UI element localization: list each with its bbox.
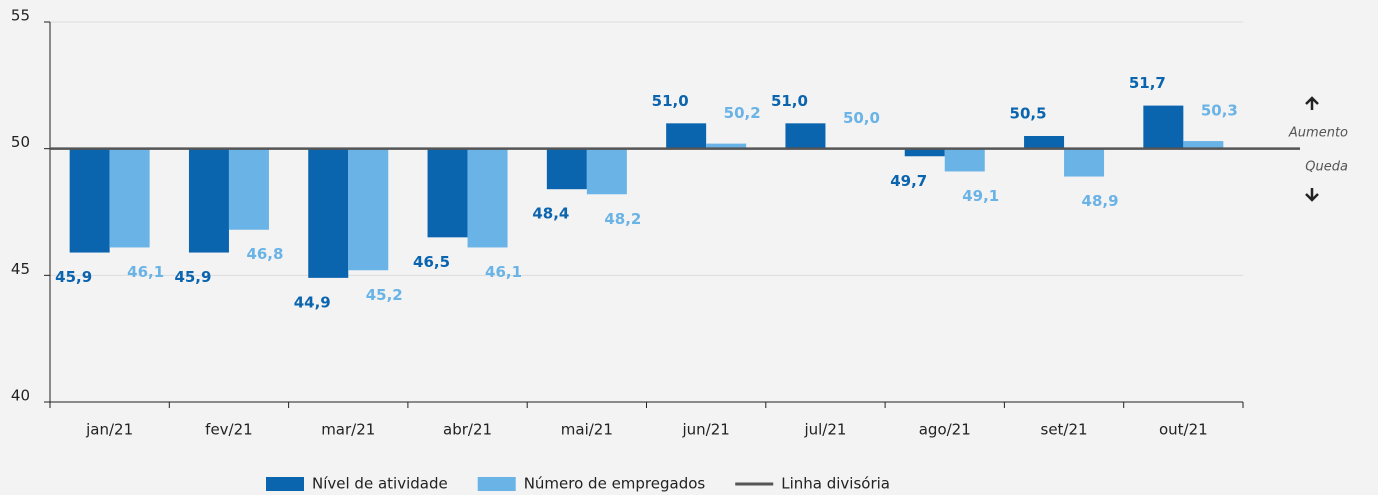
y-tick-label: 55: [11, 7, 30, 25]
y-tick-label: 50: [11, 133, 30, 151]
bar: [944, 148, 985, 172]
legend-label: Linha divisória: [781, 475, 890, 493]
x-tick-label: jun/21: [681, 421, 729, 439]
x-tick-label: jan/21: [85, 421, 133, 439]
value-label: 48,4: [532, 205, 569, 223]
value-label: 45,9: [174, 268, 211, 286]
bar: [109, 148, 150, 248]
bar: [228, 148, 269, 230]
bar: [69, 148, 110, 253]
value-label: 51,7: [1129, 74, 1166, 92]
bar: [427, 148, 468, 238]
x-tick-label: mar/21: [321, 421, 375, 439]
value-label: 48,9: [1082, 192, 1119, 210]
legend-label: Nível de atividade: [312, 475, 448, 493]
down-arrow: [1305, 188, 1319, 202]
x-tick-label: set/21: [1041, 421, 1088, 439]
value-label: 51,0: [771, 92, 808, 110]
bar: [1143, 105, 1184, 149]
value-label: 49,1: [962, 187, 999, 205]
x-tick-label: ago/21: [919, 421, 971, 439]
x-tick-label: mai/21: [561, 421, 613, 439]
value-label: 49,7: [890, 172, 927, 190]
up-arrow: [1305, 96, 1319, 110]
bar: [467, 148, 508, 248]
bar: [904, 148, 945, 157]
value-label: 48,2: [604, 210, 641, 228]
value-label: 46,8: [246, 245, 283, 263]
value-label: 46,5: [413, 253, 450, 271]
annotation: Queda: [1305, 160, 1348, 175]
bar: [1024, 136, 1065, 149]
bar: [785, 123, 826, 149]
x-tick-label: jul/21: [803, 421, 846, 439]
value-label: 46,1: [127, 263, 164, 281]
bar: [706, 143, 747, 149]
value-label: 51,0: [652, 92, 689, 110]
bar: [546, 148, 587, 190]
value-label: 50,3: [1201, 102, 1238, 120]
y-tick-label: 45: [11, 260, 30, 278]
bar: [666, 123, 707, 149]
value-label: 45,9: [55, 268, 92, 286]
annotation: Aumento: [1288, 126, 1348, 141]
bar: [308, 148, 349, 278]
bar: [586, 148, 627, 195]
x-tick-label: fev/21: [205, 421, 253, 439]
value-label: 50,0: [843, 109, 880, 127]
bar: [188, 148, 229, 253]
value-label: 45,2: [366, 286, 403, 304]
value-label: 50,5: [1010, 105, 1047, 123]
bar: [1183, 141, 1224, 149]
bar: [1064, 148, 1105, 177]
legend-swatch: [477, 477, 516, 491]
legend-swatch: [266, 477, 304, 491]
x-tick-label: out/21: [1159, 421, 1208, 439]
bar: [348, 148, 389, 271]
value-label: 44,9: [294, 293, 331, 311]
value-label: 46,1: [485, 263, 522, 281]
y-tick-label: 40: [11, 387, 30, 405]
legend-label: Número de empregados: [524, 475, 706, 493]
x-tick-label: abr/21: [443, 421, 492, 439]
value-label: 50,2: [724, 104, 761, 122]
